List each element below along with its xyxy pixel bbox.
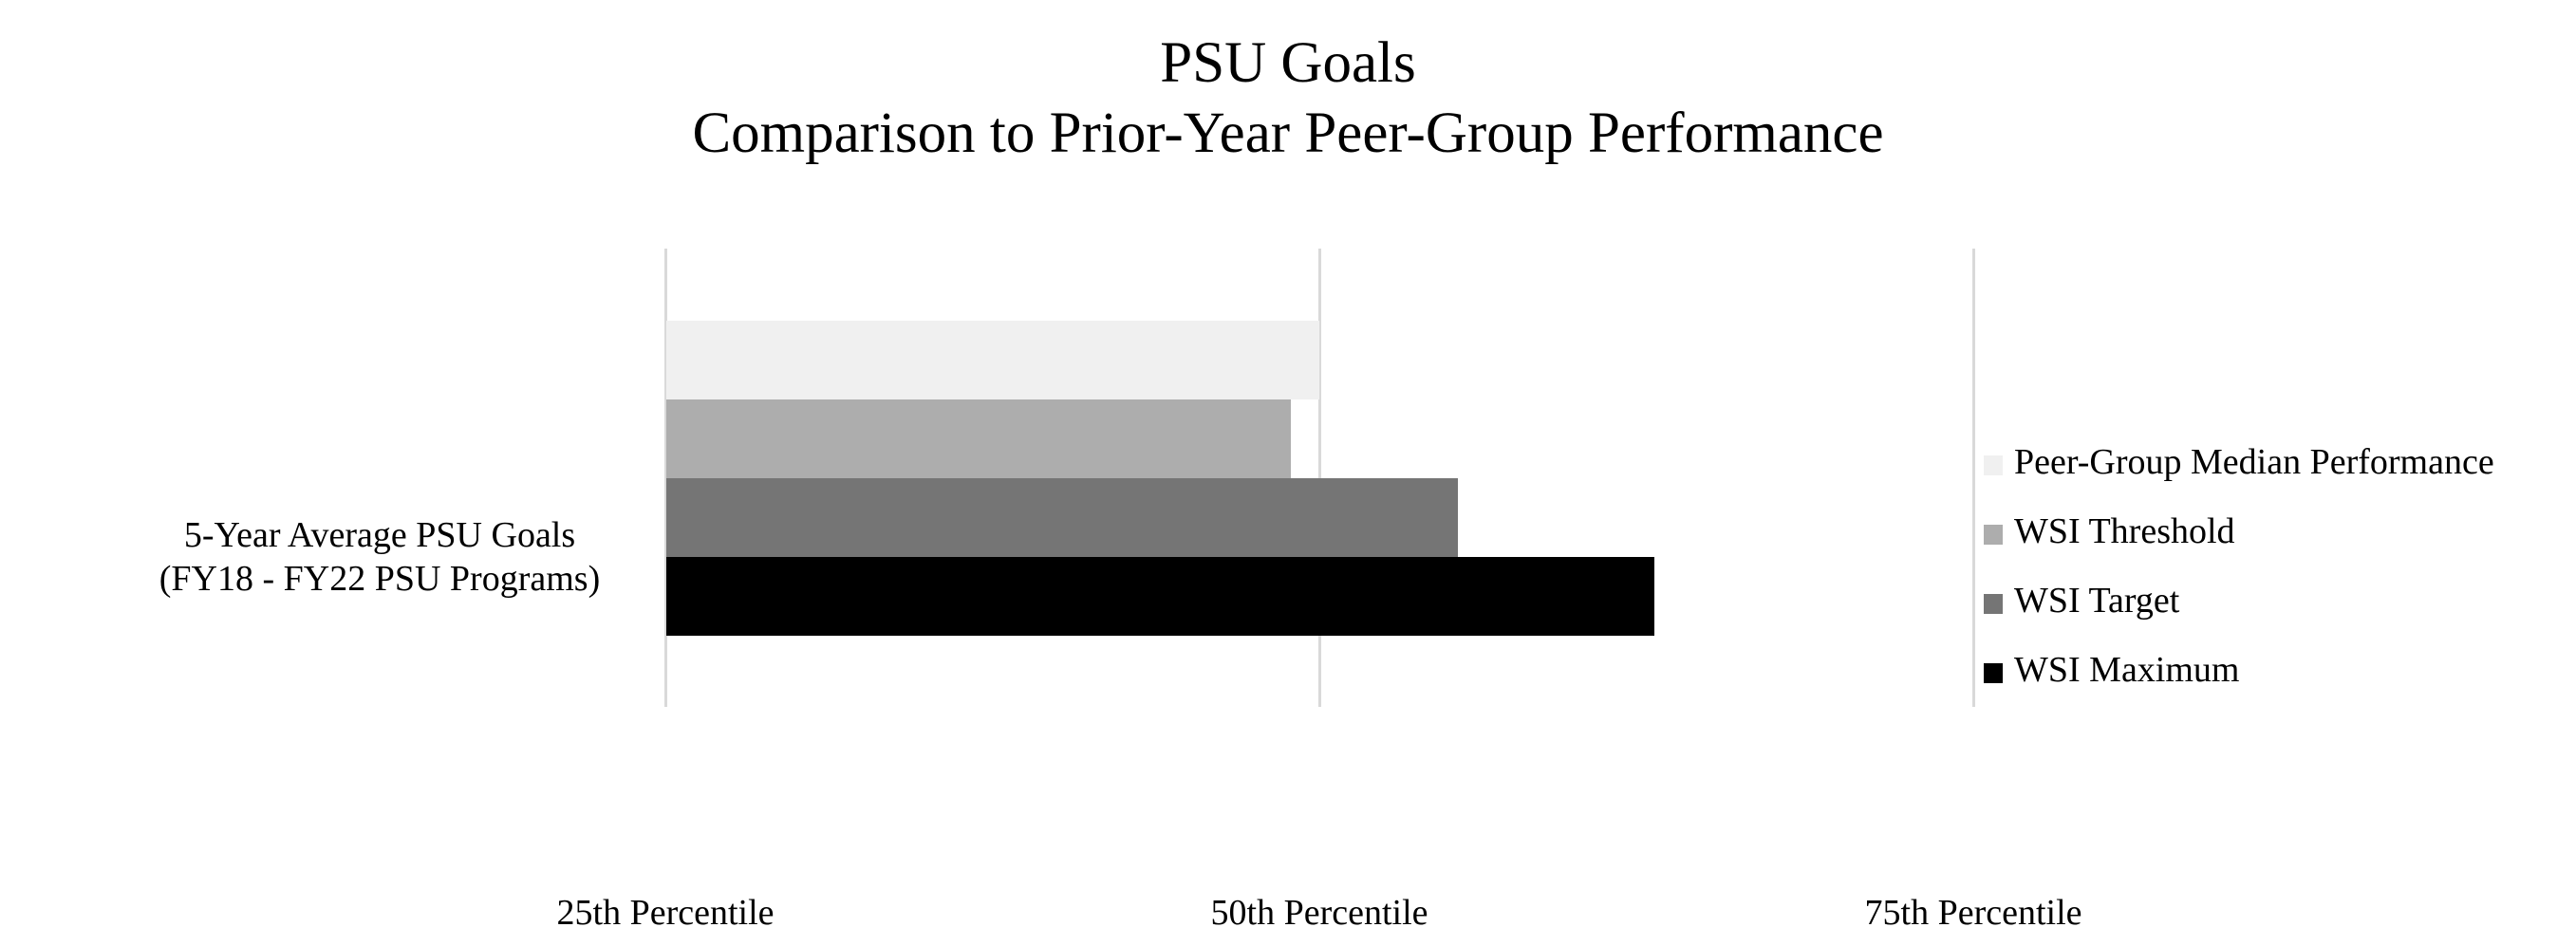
chart-title: PSU Goals Comparison to Prior-Year Peer-…	[0, 28, 2576, 169]
legend-swatch-icon	[1984, 525, 2003, 545]
legend-item: Peer-Group Median Performance	[1984, 438, 2494, 508]
x-tick-label: 75th Percentile	[1864, 893, 2082, 933]
x-tick-label: 25th Percentile	[556, 893, 775, 933]
x-tick-label: 50th Percentile	[1210, 893, 1428, 933]
legend-label: WSI Target	[2014, 581, 2180, 621]
legend-item: WSI Maximum	[1984, 646, 2494, 715]
bar-peer-group-median-performance	[666, 321, 1319, 399]
legend-label: Peer-Group Median Performance	[2014, 442, 2494, 482]
legend-item: WSI Target	[1984, 577, 2494, 646]
legend-swatch-icon	[1984, 455, 2003, 475]
chart-title-line1: PSU Goals	[1160, 31, 1416, 95]
legend: Peer-Group Median Performance WSI Thresho…	[1984, 438, 2494, 715]
legend-item: WSI Threshold	[1984, 508, 2494, 577]
category-label-line2: (FY18 - FY22 PSU Programs)	[159, 559, 601, 599]
legend-label: WSI Maximum	[2014, 650, 2240, 690]
gridline-75	[1972, 249, 1975, 707]
legend-swatch-icon	[1984, 594, 2003, 614]
legend-label: WSI Threshold	[2014, 511, 2235, 551]
category-label-line1: 5-Year Average PSU Goals	[183, 515, 576, 555]
bar-wsi-target	[666, 478, 1459, 557]
legend-swatch-icon	[1984, 663, 2003, 683]
category-axis-label: 5-Year Average PSU Goals (FY18 - FY22 PS…	[95, 513, 664, 601]
gridline-50	[1318, 249, 1321, 707]
bar-wsi-maximum	[666, 557, 1654, 636]
chart-title-line2: Comparison to Prior-Year Peer-Group Perf…	[692, 102, 1884, 165]
bar-wsi-threshold	[666, 399, 1291, 478]
gridline-25	[664, 249, 667, 707]
